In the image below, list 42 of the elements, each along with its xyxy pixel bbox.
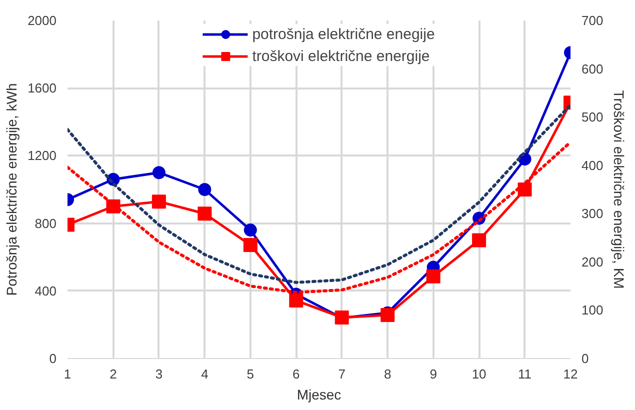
y-tick-label: 0 [49, 351, 57, 366]
y-tick-label: 400 [34, 283, 57, 298]
point [152, 166, 166, 180]
y2-tick-label: 0 [582, 351, 589, 366]
x-tick-label: 11 [518, 366, 532, 382]
y-axis-title: Potrošnja električne energije, kWh [4, 83, 20, 296]
y2-tick-label: 100 [582, 302, 604, 318]
y-tick-label: 1600 [28, 80, 56, 96]
x-tick-label: 1 [64, 366, 72, 382]
y-tick-label: 1200 [28, 148, 56, 164]
point [380, 308, 395, 322]
x-tick-label: 8 [384, 366, 392, 382]
point [198, 206, 212, 221]
point [198, 183, 212, 196]
point [244, 224, 257, 237]
x-tick-label: 5 [246, 366, 254, 382]
point [426, 269, 440, 284]
y2-tick-label: 600 [582, 61, 604, 76]
x-tick-label: 4 [201, 366, 208, 382]
x-tick-label: 7 [338, 366, 346, 382]
y2-tick-label: 700 [582, 13, 604, 28]
legend-label: potrošnja električne enegije [252, 26, 435, 42]
point [243, 238, 258, 252]
point [289, 294, 304, 308]
x-tick-label: 9 [430, 366, 437, 382]
x-axis-title: Mjesec [296, 386, 342, 402]
point [472, 233, 486, 248]
legend-label: troškovi električne energije [252, 48, 430, 64]
y2-tick-label: 200 [582, 254, 604, 270]
y2-tick-label: 500 [582, 110, 604, 125]
y-tick-label: 800 [34, 216, 57, 231]
x-tick-label: 10 [472, 366, 486, 382]
x-tick-label: 12 [563, 366, 578, 382]
y2-tick-label: 400 [582, 158, 604, 173]
x-tick-label: 3 [155, 366, 163, 382]
point [152, 194, 166, 209]
x-tick-label: 2 [110, 366, 117, 382]
y2-tick-label: 300 [582, 206, 604, 222]
y-tick-label: 2000 [28, 13, 56, 28]
point [518, 182, 532, 196]
y2-axis-title: Troškovi električne energije, KM [611, 90, 628, 289]
x-tick-label: 6 [292, 366, 300, 382]
